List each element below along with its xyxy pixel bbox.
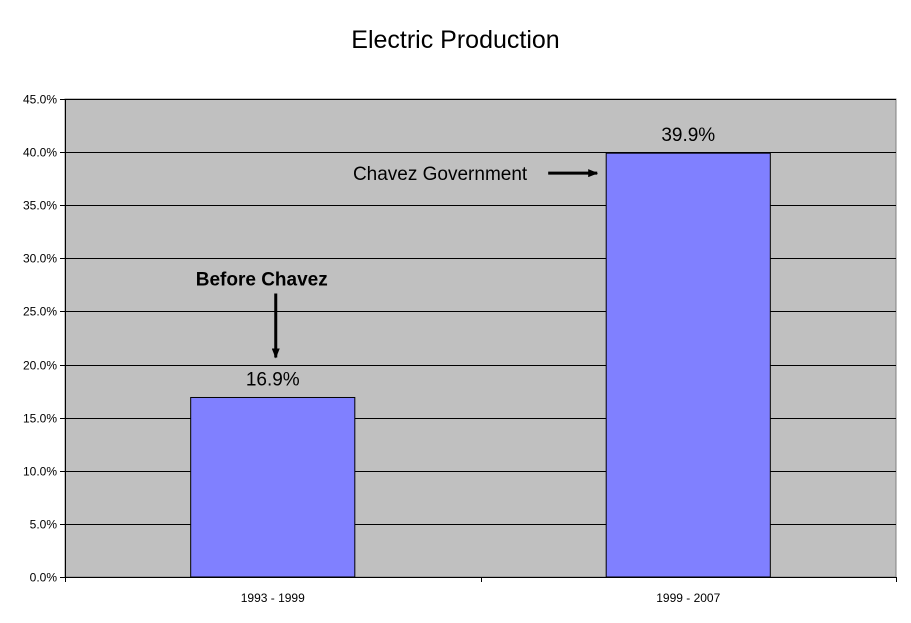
annotation-chavez-government: Chavez Government [353,164,528,185]
y-tick-label: 5.0% [30,518,58,532]
y-tick-label: 40.0% [23,146,57,160]
y-tick-label: 20.0% [23,359,57,373]
y-tick-label: 10.0% [23,465,57,479]
y-tick-label: 0.0% [30,571,58,585]
data-label: 39.9% [661,125,715,146]
bar [605,152,771,578]
x-tick-label: 1993 - 1999 [241,591,305,605]
data-label: 16.9% [246,369,300,390]
x-tick-label: 1999 - 2007 [656,591,720,605]
chart-title: Electric Production [351,26,560,54]
y-tick-label: 35.0% [23,199,57,213]
y-tick-label: 30.0% [23,252,57,266]
bar [190,396,356,578]
y-tick-label: 25.0% [23,305,57,319]
annotation-before-chavez: Before Chavez [196,269,328,290]
y-tick-label: 45.0% [23,93,57,107]
y-tick-label: 15.0% [23,412,57,426]
